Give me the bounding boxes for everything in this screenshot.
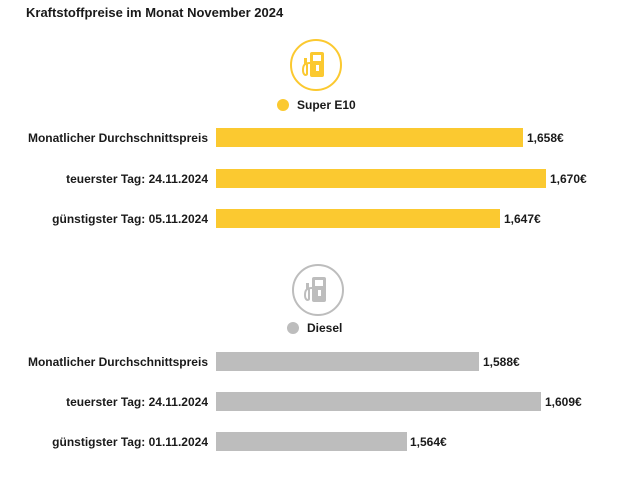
legend-dot-super xyxy=(277,99,289,111)
bar-diesel-max xyxy=(216,392,541,411)
bar-value: 1,658€ xyxy=(527,131,564,145)
bar-value: 1,609€ xyxy=(545,395,582,409)
bar-value: 1,588€ xyxy=(483,355,520,369)
legend-dot-diesel xyxy=(287,322,299,334)
bar-value: 1,670€ xyxy=(550,172,587,186)
bar-value: 1,647€ xyxy=(504,212,541,226)
row-label: Monatlicher Durchschnittspreis xyxy=(27,131,208,145)
bar-super-avg xyxy=(216,128,523,147)
row-label: Monatlicher Durchschnittspreis xyxy=(27,355,208,369)
row-label: günstigster Tag: 01.11.2024 xyxy=(52,435,208,449)
fuel-pump-icon xyxy=(290,39,342,91)
chart-title: Kraftstoffpreise im Monat November 2024 xyxy=(26,5,284,20)
legend-label-diesel: Diesel xyxy=(307,321,343,335)
bar-diesel-avg xyxy=(216,352,479,371)
row-label: günstigster Tag: 05.11.2024 xyxy=(52,212,208,226)
legend-diesel: Diesel xyxy=(287,321,342,335)
bar-diesel-min xyxy=(216,432,407,451)
bar-value: 1,564€ xyxy=(410,435,447,449)
legend-label-super: Super E10 xyxy=(297,98,356,112)
bar-super-min xyxy=(216,209,500,228)
row-label: teuerster Tag: 24.11.2024 xyxy=(66,172,208,186)
row-label: teuerster Tag: 24.11.2024 xyxy=(66,395,208,409)
bar-super-max xyxy=(216,169,546,188)
fuel-pump-icon xyxy=(292,264,344,316)
legend-super-e10: Super E10 xyxy=(277,98,356,112)
